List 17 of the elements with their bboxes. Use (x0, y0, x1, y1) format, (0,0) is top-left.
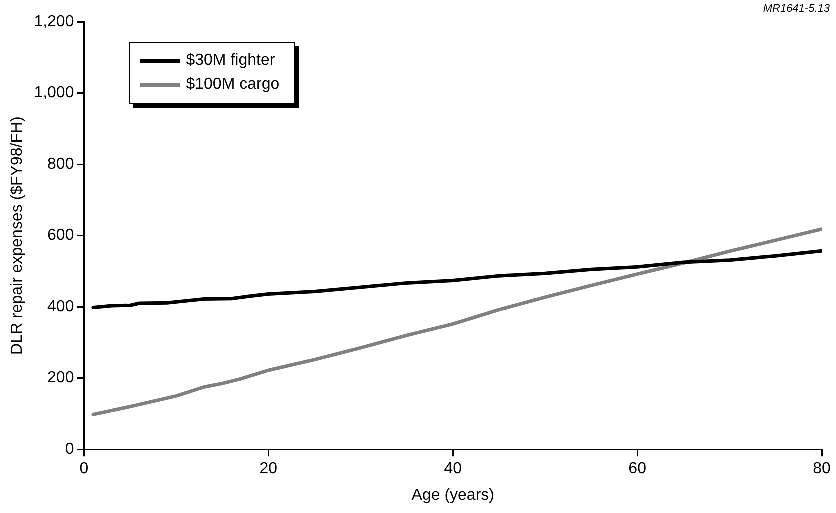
y-tick-label: 800 (48, 156, 74, 173)
y-tick-label: 1,200 (34, 13, 74, 30)
legend-label: $30M fighter (186, 52, 276, 70)
y-tick-label: 1,000 (34, 84, 74, 102)
y-tick-label: 0 (65, 441, 74, 458)
x-axis-title: Age (years) (412, 486, 494, 504)
x-tick-label: 80 (813, 460, 831, 478)
x-tick-label: 20 (260, 460, 278, 478)
y-tick-label: 400 (48, 298, 74, 316)
x-tick-label: 60 (628, 460, 647, 478)
text: MR1641-5.13 (763, 3, 830, 15)
y-tick-label: 600 (48, 227, 74, 244)
x-tick-label: 0 (80, 460, 89, 478)
y-axis-title: DLR repair expenses ($FY98/FH) (9, 116, 26, 355)
legend-label: $100M cargo (186, 76, 280, 94)
x-tick-label: 40 (444, 460, 462, 478)
y-tick-label: 200 (48, 370, 74, 387)
